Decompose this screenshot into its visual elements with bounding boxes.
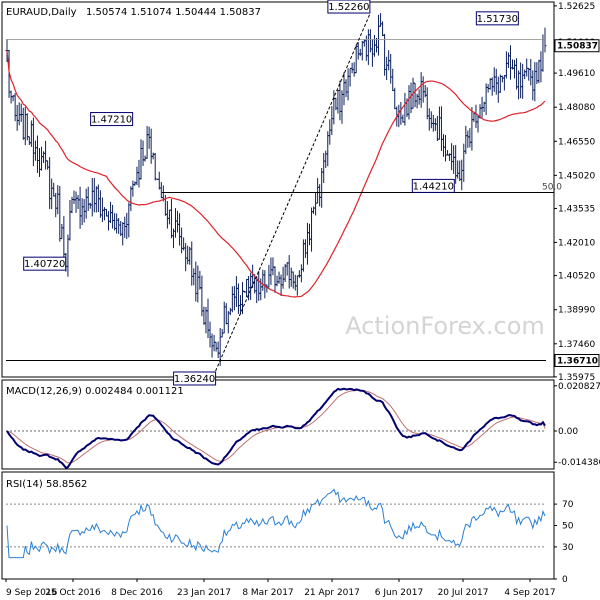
annotation-box	[173, 371, 217, 386]
price-axis-label: 1.40520	[558, 272, 595, 282]
time-axis-label: 8 Mar 2017	[242, 588, 293, 598]
macd-axis-label: -0.014386	[558, 458, 600, 468]
support-price-tag-label: 1.36710	[557, 357, 598, 367]
time-axis-label: 4 Sep 2017	[504, 588, 555, 598]
time-axis-label: 6 Jun 2017	[375, 588, 423, 598]
last-price-tag	[554, 39, 600, 53]
time-axis-label: 25 Oct 2016	[45, 588, 101, 598]
annotation-box	[90, 112, 134, 127]
annotation-label: 1.40720	[24, 259, 65, 270]
price-axis-label: 1.46550	[558, 137, 595, 147]
macd-line	[6, 387, 546, 469]
annotation-label: 1.36240	[174, 374, 215, 385]
price-axis-label: 1.48080	[558, 103, 595, 113]
time-axis-label: 9 Sep 2016	[6, 588, 58, 598]
support-price-tag	[554, 354, 600, 368]
price-axis-label: 1.37460	[558, 340, 595, 350]
annotation-box	[411, 178, 455, 193]
price-axis-label: 1.45020	[558, 171, 595, 181]
rsi-panel	[1, 471, 555, 580]
ohlc-readout: 1.50574 1.51074 1.50444 1.50837	[86, 7, 261, 18]
macd-series-layer	[6, 387, 546, 469]
price-axis-label: 1.42010	[558, 238, 595, 248]
annotation-label: 1.44210	[413, 181, 454, 192]
annotation-label: 1.51730	[477, 14, 518, 25]
macd-signal-line	[6, 389, 546, 464]
macd-panel	[1, 379, 555, 470]
rsi-series-layer	[6, 488, 546, 559]
price-axis-label: 1.38990	[558, 306, 595, 316]
price-axis-label: 1.52625	[558, 2, 595, 12]
symbol-label: EURAUD,Daily	[6, 7, 77, 18]
last-price-tag-label: 1.50837	[557, 42, 598, 52]
time-axis-label: 21 Apr 2017	[304, 588, 360, 598]
annotation-layer: 1.52260 1.51730 1.47210 1.44210 1.40720 1.362…	[23, 0, 519, 386]
annotation-box	[327, 0, 371, 14]
rsi-axis-label: 70	[562, 500, 574, 510]
axis-layer: 1.526251.510001.496101.480801.465501.450…	[5, 2, 600, 598]
rsi-axis-label: 0	[562, 575, 568, 585]
time-axis-label: 23 Jan 2017	[177, 588, 231, 598]
time-axis-label: 8 Dec 2016	[111, 588, 163, 598]
annotation-label: 1.47210	[91, 115, 132, 126]
rsi-axis-label: 50	[562, 522, 574, 532]
macd-title: MACD(12,26,9) 0.002484 0.001121	[6, 386, 184, 397]
rsi-line	[6, 488, 546, 559]
moving-average-line	[6, 50, 546, 298]
price-axis-label: 1.35975	[558, 373, 595, 383]
annotation-label: 1.52260	[328, 2, 369, 13]
annotation-box	[475, 11, 519, 26]
price-series-layer: 50.0	[5, 13, 562, 372]
price-axis-label: 1.43535	[558, 204, 595, 214]
rsi-axis-label: 30	[562, 543, 574, 553]
watermark: ActionForex.com	[345, 312, 545, 340]
fib-50-label: 50.0	[542, 183, 562, 193]
macd-axis-label: 0.020827	[558, 382, 600, 392]
rsi-title: RSI(14) 58.8562	[6, 479, 87, 490]
macd-axis-label: 0.00	[558, 427, 578, 437]
price-axis-label: 1.49610	[558, 69, 595, 79]
annotation-box	[23, 256, 67, 271]
time-axis-label: 20 Jul 2017	[438, 588, 489, 598]
